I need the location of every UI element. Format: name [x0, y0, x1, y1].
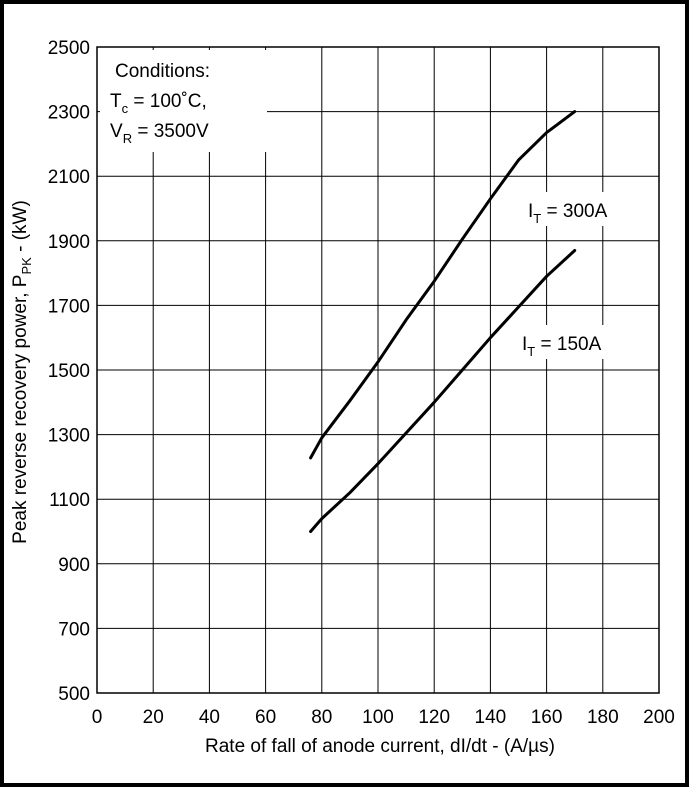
x-tick-label-160: 160	[531, 707, 563, 728]
x-tick-label-200: 200	[643, 707, 675, 728]
conditions-box: Conditions: Tc = 100˚C, VR = 3500V	[100, 50, 267, 152]
x-tick-label-60: 60	[255, 707, 276, 728]
x-tick-label-180: 180	[587, 707, 619, 728]
y-tick-label-2100: 2100	[48, 167, 90, 188]
y-tick-label-2300: 2300	[48, 103, 90, 124]
x-tick-label-140: 140	[475, 707, 507, 728]
y-tick-label-1100: 1100	[49, 490, 90, 511]
y-tick-label-1300: 1300	[48, 426, 90, 447]
y-tick-labels: 500 700 900 1100 1300 1500 1700 1900 2100 2300 250…	[48, 38, 90, 705]
x-tick-label-40: 40	[199, 707, 220, 728]
series-line-300a	[309, 110, 577, 460]
y-axis-title: Peak reverse recovery power, PPK - (kW)	[10, 200, 34, 544]
conditions-voltage: VR = 3500V	[110, 121, 209, 146]
y-tick-label-2500: 2500	[48, 38, 90, 59]
series-label-300a-background	[524, 192, 632, 226]
series-label-150a-background	[519, 325, 627, 359]
x-tick-label-120: 120	[418, 707, 450, 728]
conditions-temperature: Tc = 100˚C,	[110, 91, 207, 116]
x-axis-title: Rate of fall of anode current, dI/dt - (…	[205, 736, 555, 757]
y-tick-label-1900: 1900	[48, 232, 90, 253]
x-tick-labels: 0 20 40 60 80 100 120 140 160 180 200	[92, 707, 675, 728]
x-tick-label-100: 100	[362, 707, 394, 728]
y-tick-label-1700: 1700	[48, 296, 90, 317]
conditions-heading: Conditions:	[115, 61, 210, 82]
x-tick-label-80: 80	[311, 707, 332, 728]
x-tick-label-20: 20	[143, 707, 164, 728]
conditions-background	[100, 50, 267, 152]
series-line-150a	[309, 249, 577, 533]
x-tick-label-0: 0	[92, 707, 103, 728]
y-tick-label-1500: 1500	[48, 361, 90, 382]
series-label-150a: IT = 150A	[522, 334, 602, 359]
series-group	[309, 110, 577, 533]
y-tick-label-900: 900	[58, 555, 90, 576]
series-label-300a: IT = 300A	[528, 201, 608, 226]
y-tick-label-500: 500	[58, 684, 90, 705]
grid	[97, 47, 659, 693]
plot-area-border	[96, 46, 660, 694]
y-tick-label-700: 700	[58, 619, 90, 640]
